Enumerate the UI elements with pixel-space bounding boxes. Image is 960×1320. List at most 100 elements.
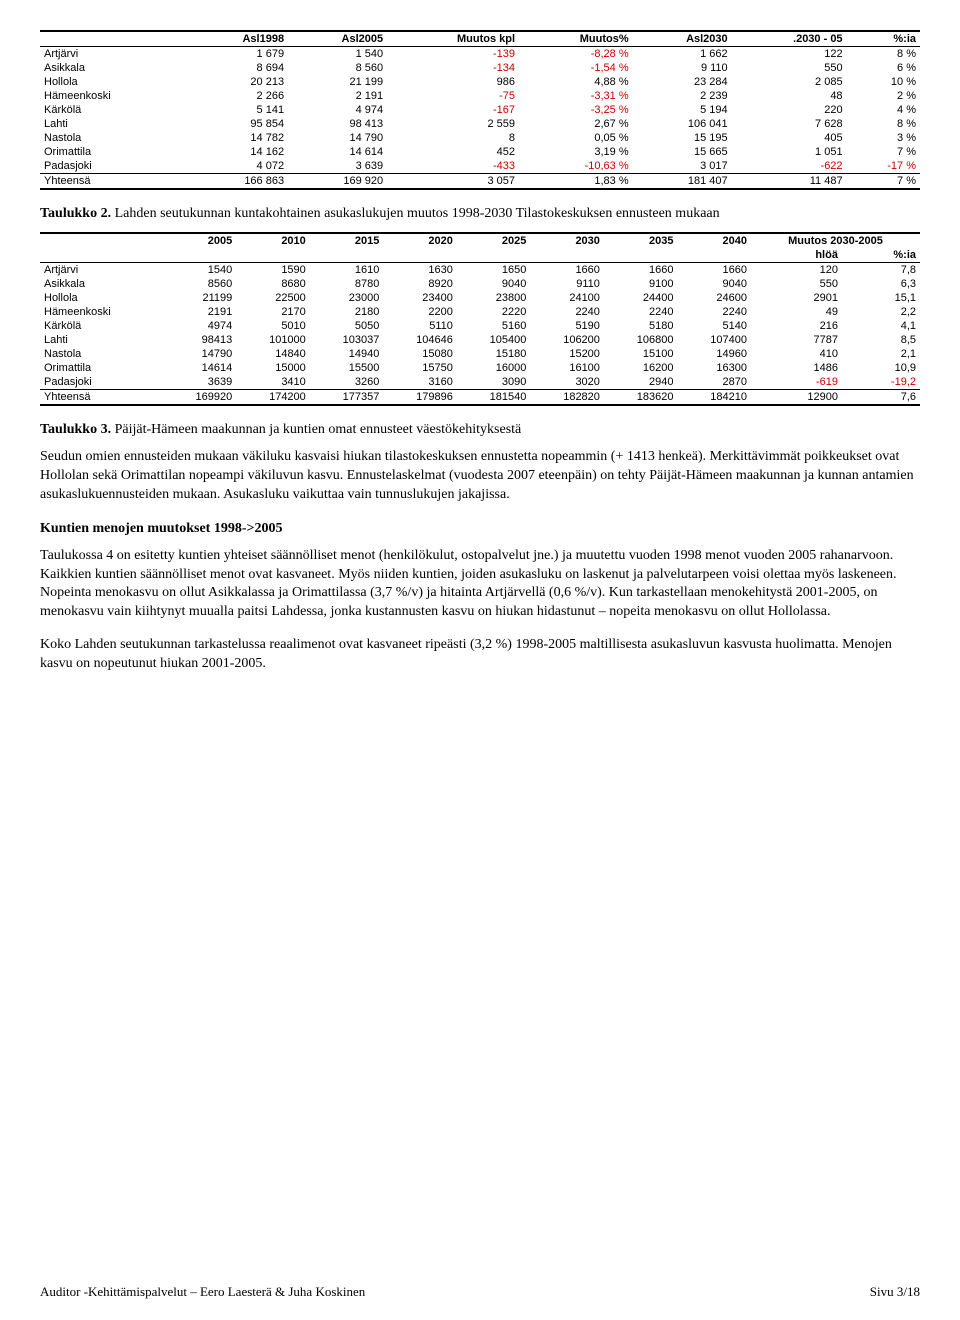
page-footer: Auditor -Kehittämispalvelut – Eero Laest…: [40, 1284, 920, 1300]
table-cell: 16300: [677, 361, 751, 375]
table-header-cell: [40, 31, 189, 47]
table-cell: 14614: [163, 361, 237, 375]
table-cell: 48: [732, 89, 847, 103]
table-row: Nastola147901484014940150801518015200151…: [40, 347, 920, 361]
table-cell: 5 194: [633, 103, 732, 117]
table-cell: 986: [387, 75, 519, 89]
table-cell: 103037: [310, 333, 384, 347]
table-cell: 169920: [163, 390, 237, 406]
table-row: Lahti98413101000103037104646105400106200…: [40, 333, 920, 347]
table-cell: 24600: [677, 291, 751, 305]
table-cell: 1,83 %: [519, 174, 633, 190]
table-cell: 410: [751, 347, 842, 361]
table-cell: 122: [732, 47, 847, 62]
table-cell: -17 %: [847, 159, 920, 174]
table-cell: -139: [387, 47, 519, 62]
table-cell: 9040: [457, 277, 531, 291]
table-cell: 104646: [383, 333, 457, 347]
table-cell: 8920: [383, 277, 457, 291]
table-cell: 1540: [163, 263, 237, 278]
table-cell: 3 %: [847, 131, 920, 145]
table-cell: 15200: [530, 347, 604, 361]
table-header-cell: [163, 248, 237, 263]
table-cell: 1660: [530, 263, 604, 278]
table-header-cell: [604, 248, 678, 263]
table-cell: 4 974: [288, 103, 387, 117]
table-cell: 5110: [383, 319, 457, 333]
table-cell: 405: [732, 131, 847, 145]
table-cell: 14790: [163, 347, 237, 361]
table-cell: 2940: [604, 375, 678, 390]
table-cell: 95 854: [189, 117, 288, 131]
table-row: Padasjoki4 0723 639-433-10,63 %3 017-622…: [40, 159, 920, 174]
table-cell: 1650: [457, 263, 531, 278]
table-cell: 101000: [236, 333, 310, 347]
table-cell: 14840: [236, 347, 310, 361]
table-cell: 2 191: [288, 89, 387, 103]
table-cell: 14 162: [189, 145, 288, 159]
table-cell: 9 110: [633, 61, 732, 75]
table-cell: Hollola: [40, 291, 163, 305]
table-cell: 5140: [677, 319, 751, 333]
table-cell: 2 %: [847, 89, 920, 103]
table-cell: 4,88 %: [519, 75, 633, 89]
table-cell: Kärkölä: [40, 103, 189, 117]
table-cell: 183620: [604, 390, 678, 406]
paragraph-1: Seudun omien ennusteiden mukaan väkiluku…: [40, 448, 920, 505]
table-header-cell: 2025: [457, 233, 531, 248]
table-cell: -622: [732, 159, 847, 174]
table-cell: 16000: [457, 361, 531, 375]
table-row: Kärkölä5 1414 974-167-3,25 %5 1942204 %: [40, 103, 920, 117]
table-header-cell: 2010: [236, 233, 310, 248]
table-cell: 107400: [677, 333, 751, 347]
table-header-cell: 2030: [530, 233, 604, 248]
table-cell: 181 407: [633, 174, 732, 190]
table-row: Yhteensä166 863169 9203 0571,83 %181 407…: [40, 174, 920, 190]
table-cell: 49: [751, 305, 842, 319]
table-cell: 4 072: [189, 159, 288, 174]
table-cell: -75: [387, 89, 519, 103]
table-cell: -10,63 %: [519, 159, 633, 174]
table-cell: 3410: [236, 375, 310, 390]
table-row: Nastola14 78214 79080,05 %15 1954053 %: [40, 131, 920, 145]
table-row: Lahti95 85498 4132 5592,67 %106 0417 628…: [40, 117, 920, 131]
table-forecast: 20052010201520202025203020352040Muutos 2…: [40, 232, 920, 406]
table-header-cell: 2005: [163, 233, 237, 248]
table-cell: 452: [387, 145, 519, 159]
table-cell: 9110: [530, 277, 604, 291]
table-row: Artjärvi1 6791 540-139-8,28 %1 6621228 %: [40, 47, 920, 62]
table-header-cell: Muutos 2030-2005: [751, 233, 920, 248]
table-cell: Artjärvi: [40, 47, 189, 62]
table-cell: 2 266: [189, 89, 288, 103]
table-cell: 98 413: [288, 117, 387, 131]
table-cell: 105400: [457, 333, 531, 347]
table-cell: 15100: [604, 347, 678, 361]
table-cell: 182820: [530, 390, 604, 406]
table-header-cell: [310, 248, 384, 263]
table-cell: 3 639: [288, 159, 387, 174]
table-cell: 3639: [163, 375, 237, 390]
table-cell: 7787: [751, 333, 842, 347]
table-cell: 5190: [530, 319, 604, 333]
table-cell: 8 694: [189, 61, 288, 75]
table-cell: 106 041: [633, 117, 732, 131]
table-cell: 4974: [163, 319, 237, 333]
table-cell: 6,3: [842, 277, 920, 291]
table-cell: 7 %: [847, 145, 920, 159]
table-header-cell: %:ia: [847, 31, 920, 47]
table-cell: -3,25 %: [519, 103, 633, 117]
table-row: Orimattila146141500015500157501600016100…: [40, 361, 920, 375]
table-cell: Hämeenkoski: [40, 89, 189, 103]
caption-table2-bold: Taulukko 2.: [40, 206, 111, 221]
table-header-cell: [530, 248, 604, 263]
table-cell: 15,1: [842, 291, 920, 305]
table-cell: 2240: [530, 305, 604, 319]
table-header-cell: 2035: [604, 233, 678, 248]
table-cell: -1,54 %: [519, 61, 633, 75]
table-header-cell: hlöä: [751, 248, 842, 263]
table-cell: 174200: [236, 390, 310, 406]
table-cell: 10 %: [847, 75, 920, 89]
table-cell: 21199: [163, 291, 237, 305]
table-cell: 2200: [383, 305, 457, 319]
table-cell: 2220: [457, 305, 531, 319]
